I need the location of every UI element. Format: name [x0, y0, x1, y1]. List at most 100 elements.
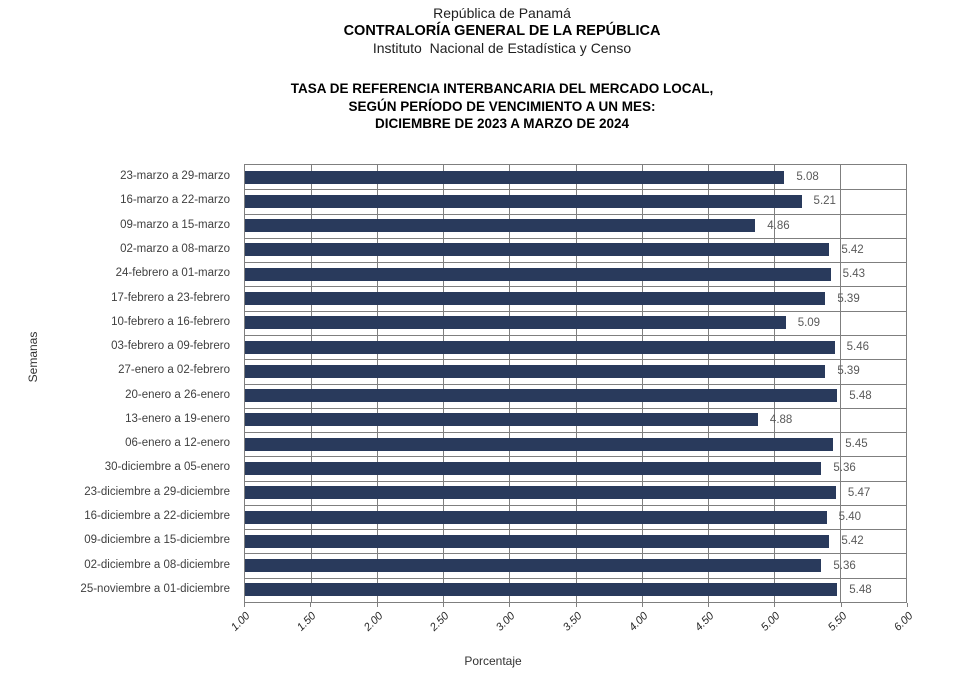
h-gridline: [245, 553, 906, 555]
x-tick-label: 1.50: [295, 610, 319, 634]
bar: [245, 292, 826, 306]
category-label: 09-marzo a 15-marzo: [120, 218, 230, 231]
h-gridline: [245, 577, 906, 579]
bar-value-label: 4.88: [769, 413, 793, 426]
bar-value-label: 5.48: [849, 389, 872, 402]
h-gridline: [245, 310, 906, 312]
h-gridline: [245, 359, 906, 361]
bar: [245, 243, 830, 257]
category-label: 27-enero a 02-febrero: [118, 364, 230, 377]
x-tick-label: 1.00: [228, 610, 253, 634]
bar-value-label: 5.43: [842, 268, 866, 281]
bar-value-label: 5.45: [845, 438, 868, 451]
bar-value-label: 5.46: [846, 341, 869, 354]
x-tick-mark: [708, 603, 710, 607]
h-gridline: [245, 213, 906, 215]
h-gridline: [245, 529, 906, 531]
h-gridline: [245, 383, 906, 385]
x-tick-mark: [244, 603, 245, 607]
x-tick-label: 2.50: [427, 610, 452, 634]
h-gridline: [245, 504, 906, 506]
category-label: 16-marzo a 22-marzo: [120, 194, 230, 207]
x-tick-label: 4.50: [692, 610, 717, 634]
h-gridline: [245, 480, 906, 482]
department-subtitle: Instituto Nacional de Estadística y Cens…: [372, 40, 632, 56]
category-label: 09-diciembre a 15-diciembre: [84, 534, 230, 547]
x-tick-label: 6.00: [891, 610, 916, 634]
bar: [245, 583, 838, 597]
h-gridline: [245, 237, 906, 239]
bar-value-label: 5.48: [849, 583, 872, 596]
category-label: 17-febrero a 23-febrero: [111, 291, 230, 304]
x-tick-mark: [442, 603, 444, 607]
bar: [245, 340, 835, 354]
bar-value-label: 5.09: [797, 316, 821, 329]
country-title: República de Panamá: [433, 5, 571, 21]
bar-value-label: 5.36: [833, 559, 856, 572]
x-tick-label: 3.50: [560, 610, 584, 634]
bar: [245, 486, 836, 500]
bar-value-label: 5.08: [796, 171, 819, 184]
h-gridline: [245, 334, 906, 336]
institution-title: CONTRALORÍA GENERAL DE LA REPÚBLICA: [343, 22, 661, 39]
h-gridline: [245, 189, 906, 191]
bar: [245, 413, 758, 427]
x-axis-title: Porcentaje: [464, 654, 522, 668]
x-tick-label: 5.50: [825, 610, 850, 634]
category-label: 02-marzo a 08-marzo: [120, 242, 230, 255]
x-tick-label: 5.00: [759, 610, 783, 634]
bar: [245, 170, 785, 184]
y-axis-category-labels: 23-marzo a 29-marzo 16-marzo a 22-marzo 09…: [0, 164, 237, 603]
bar-value-label: 5.21: [813, 195, 836, 208]
h-gridline: [245, 286, 906, 288]
bar: [245, 510, 827, 524]
chart-title-line-1: TASA DE REFERENCIA INTERBANCARIA DEL MER…: [290, 81, 714, 96]
x-axis: 1.00 1.50 2.00 2.50 3.00 3.50 4.00 4.50 5.00 5.50…: [229, 603, 915, 675]
bar-value-label: 5.36: [833, 462, 856, 475]
h-gridline: [245, 407, 906, 409]
bar: [245, 461, 822, 475]
bar: [245, 389, 838, 403]
x-tick-mark: [376, 603, 378, 607]
category-label: 20-enero a 26-enero: [125, 388, 230, 401]
bar: [245, 316, 786, 330]
h-gridline: [245, 262, 906, 264]
x-tick-mark: [509, 603, 511, 607]
category-label: 23-marzo a 29-marzo: [120, 170, 230, 183]
bar: [245, 437, 834, 451]
x-tick-mark: [641, 603, 643, 607]
x-tick-label: 4.00: [626, 610, 651, 634]
x-tick-label: 3.00: [494, 610, 518, 634]
bar: [245, 267, 831, 281]
plot-area: 5.08 5.21 4.86 5.42 5.43 5.39 5.09 5.46 5.39 5.48…: [244, 164, 907, 603]
category-label: 02-diciembre a 08-diciembre: [84, 558, 230, 571]
bar-value-label: 5.42: [841, 243, 864, 256]
category-label: 30-diciembre a 05-enero: [104, 461, 230, 474]
x-tick-mark: [310, 603, 312, 607]
bar: [245, 219, 756, 233]
bar: [245, 559, 822, 573]
bar-value-label: 5.40: [838, 511, 862, 524]
category-label: 03-febrero a 09-febrero: [111, 340, 230, 353]
chart-title-line-2: SEGÚN PERÍODO DE VENCIMIENTO A UN MES:: [348, 98, 656, 114]
category-label: 23-diciembre a 29-diciembre: [84, 485, 230, 498]
category-label: 10-febrero a 16-febrero: [111, 315, 230, 328]
x-tick-mark: [907, 603, 908, 607]
category-label: 24-febrero a 01-marzo: [115, 267, 230, 280]
chart-title-line-3: DICIEMBRE DE 2023 A MARZO DE 2024: [374, 116, 630, 131]
report-header: República de Panamá CONTRALORÍA GENERAL …: [44, 5, 958, 58]
bar: [245, 534, 830, 548]
x-tick-label: 2.00: [361, 610, 386, 634]
bar-value-label: 5.42: [841, 535, 864, 548]
chart-title: TASA DE REFERENCIA INTERBANCARIA DEL MER…: [44, 80, 958, 133]
h-gridline: [245, 456, 906, 458]
category-label: 13-enero a 19-enero: [125, 412, 230, 425]
bar-value-label: 4.86: [767, 219, 790, 232]
category-label: 16-diciembre a 22-diciembre: [84, 510, 230, 523]
category-label: 06-enero a 12-enero: [125, 437, 230, 450]
bar: [245, 194, 802, 208]
category-label: 25-noviembre a 01-diciembre: [80, 582, 230, 595]
x-tick-mark: [774, 603, 776, 607]
x-tick-mark: [575, 603, 577, 607]
